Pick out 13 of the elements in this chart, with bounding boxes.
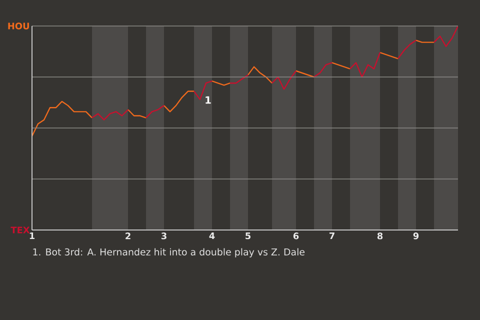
x-tick-label: 7: [329, 232, 334, 240]
text: TEX: [10, 226, 30, 234]
x-tick-label: 3: [161, 232, 166, 240]
text: HOU: [8, 22, 29, 30]
x-tick-label: 6: [293, 232, 299, 240]
x-tick-label: 9: [413, 232, 419, 240]
x-tick-label: 1: [30, 232, 35, 240]
text: 1. Bot 3rd: A. Hernandez hit into a double play vs Z. Dale: [33, 248, 305, 258]
x-tick-label: 4: [209, 232, 215, 240]
x-tick-label: 2: [126, 232, 130, 240]
x-tick-label: 5: [246, 232, 250, 240]
x-tick-label: 8: [377, 232, 383, 240]
annotation: 1: [206, 96, 211, 104]
